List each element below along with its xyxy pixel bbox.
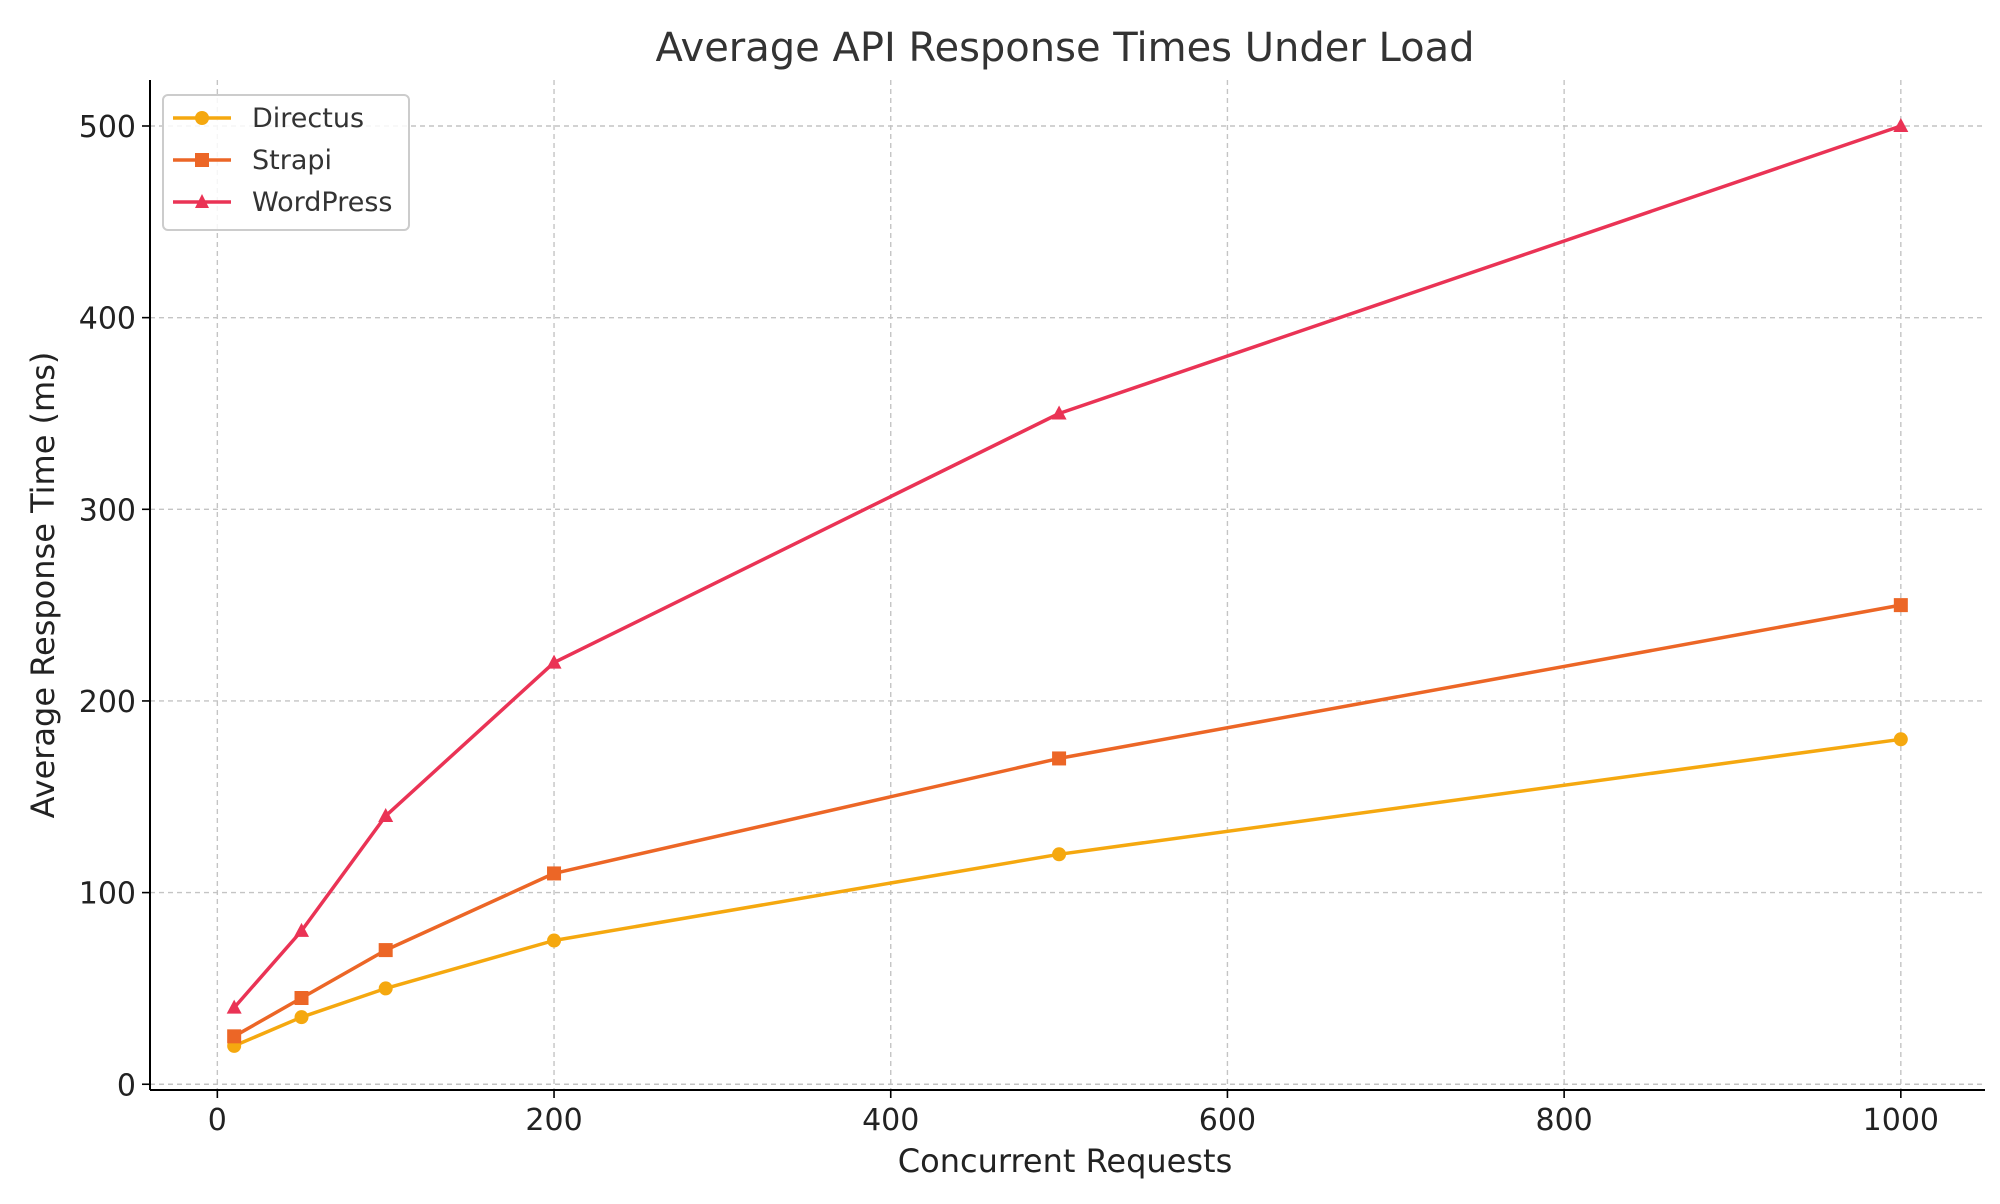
x-tick-label: 200: [525, 1103, 582, 1138]
series-strapi: [227, 598, 1908, 1044]
legend-entry-directus: Directus: [173, 103, 364, 134]
x-tick-label: 800: [1535, 1103, 1592, 1138]
data-point-wordpress: [546, 654, 562, 669]
x-axis-ticks: 0 200 400 600 800 1000: [208, 1090, 1939, 1138]
data-point-directus: [1052, 847, 1067, 862]
data-point-strapi: [227, 1029, 242, 1044]
legend-marker-directus: [195, 111, 209, 125]
legend-entry-strapi: Strapi: [173, 145, 332, 176]
y-tick-label: 400: [79, 302, 136, 337]
data-point-strapi: [294, 991, 309, 1006]
y-tick-label: 500: [79, 110, 136, 145]
y-tick-label: 200: [79, 685, 136, 720]
chart-title: Average API Response Times Under Load: [656, 25, 1475, 71]
data-point-wordpress: [1893, 117, 1909, 132]
legend-label-directus: Directus: [252, 103, 364, 134]
legend-label-wordpress: WordPress: [252, 187, 392, 218]
x-axis-label: Concurrent Requests: [898, 1142, 1232, 1180]
y-axis-ticks: 0 100 200 300 400 500: [79, 110, 150, 1103]
data-point-wordpress: [294, 922, 310, 937]
series-lines: [226, 117, 1909, 1053]
grid-lines: [150, 80, 1985, 1090]
data-point-strapi: [1893, 598, 1908, 613]
legend-marker-strapi: [195, 153, 209, 167]
data-point-wordpress: [378, 807, 394, 822]
series-line-strapi: [233, 603, 1902, 1038]
x-tick-label: 400: [862, 1103, 919, 1138]
x-tick-label: 600: [1199, 1103, 1256, 1138]
y-axis-label: Average Response Time (ms): [24, 352, 62, 819]
legend-label-strapi: Strapi: [252, 145, 332, 176]
x-tick-label: 0: [208, 1103, 227, 1138]
legend-box: [162, 94, 410, 231]
data-point-directus: [378, 981, 393, 996]
data-point-directus: [1893, 732, 1908, 747]
data-point-strapi: [1052, 751, 1067, 766]
y-tick-label: 100: [79, 877, 136, 912]
x-tick-label: 1000: [1863, 1103, 1939, 1138]
data-point-strapi: [378, 943, 393, 958]
data-point-wordpress: [226, 999, 242, 1014]
data-point-strapi: [547, 866, 562, 881]
series-wordpress: [226, 117, 1909, 1014]
data-point-directus: [294, 1010, 309, 1025]
series-line-wordpress: [232, 124, 1902, 1009]
legend-marker-wordpress: [195, 194, 209, 208]
data-point-directus: [547, 933, 562, 948]
y-tick-label: 0: [117, 1068, 136, 1103]
legend-entry-wordpress: WordPress: [173, 187, 392, 218]
series-line-directus: [233, 737, 1902, 1048]
data-point-wordpress: [1051, 405, 1067, 420]
legend: Directus Strapi WordPress: [162, 94, 410, 231]
axes: [149, 80, 1985, 1091]
y-tick-label: 300: [79, 493, 136, 528]
